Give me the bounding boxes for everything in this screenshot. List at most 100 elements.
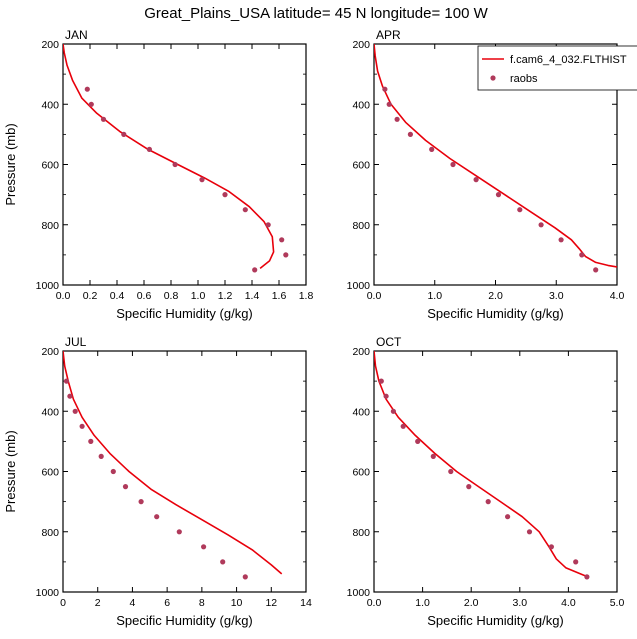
raobs-point — [495, 192, 502, 198]
x-tick-label: 1.6 — [272, 290, 287, 302]
x-tick-label: 2.0 — [464, 597, 479, 609]
x-tick-label: 1.4 — [245, 290, 260, 302]
raobs-point — [593, 267, 599, 273]
y-tick-label: 800 — [352, 220, 370, 232]
x-tick-label: 0.2 — [83, 290, 98, 302]
raobs-point — [383, 393, 389, 399]
raobs-point — [473, 177, 479, 183]
raobs-point — [517, 207, 523, 213]
x-tick-label: 0 — [60, 597, 66, 609]
raobs-point — [265, 222, 271, 228]
y-tick-label: 200 — [352, 39, 370, 51]
y-tick-label: 400 — [41, 99, 59, 111]
raobs-point — [466, 484, 472, 490]
raobs-point — [100, 116, 107, 122]
x-tick-label: 0.6 — [137, 290, 152, 302]
raobs-point — [242, 207, 248, 213]
model-profile-line — [374, 351, 589, 578]
x-tick-label: 4 — [130, 597, 136, 609]
y-tick-label: 800 — [41, 527, 59, 539]
model-profile-line — [63, 44, 275, 270]
y-tick-label: 200 — [41, 39, 59, 51]
raobs-point — [485, 499, 491, 505]
y-tick-label: 400 — [41, 406, 59, 418]
raobs-point — [121, 131, 127, 137]
raobs-point — [584, 574, 590, 580]
x-tick-label: 1.0 — [191, 290, 206, 302]
y-tick-label: 600 — [352, 160, 370, 172]
y-tick-label: 400 — [352, 99, 370, 111]
figure-title: Great_Plains_USA latitude= 45 N longitud… — [144, 5, 488, 22]
x-tick-label: 0.0 — [56, 290, 71, 302]
raobs-point — [448, 468, 454, 475]
plot-frame — [62, 43, 307, 286]
x-tick-label: 0.8 — [164, 290, 179, 302]
raobs-point — [154, 514, 160, 520]
x-tick-label: 2.0 — [488, 290, 503, 302]
legend-box — [477, 45, 637, 91]
raobs-point — [67, 393, 73, 399]
raobs-point — [429, 146, 435, 152]
x-axis-label: Specific Humidity (g/kg) — [427, 613, 564, 628]
x-axis-label: Specific Humidity (g/kg) — [116, 306, 253, 321]
x-tick-label: 8 — [199, 597, 205, 609]
y-axis-label: Pressure (mb) — [3, 430, 18, 512]
x-axis-label: Specific Humidity (g/kg) — [116, 613, 253, 628]
raobs-point — [138, 499, 144, 505]
raobs-point — [110, 468, 116, 475]
raobs-point — [172, 161, 178, 168]
raobs-point — [252, 267, 258, 273]
raobs-point — [415, 438, 421, 444]
y-tick-label: 1000 — [347, 587, 371, 599]
raobs-point — [199, 177, 205, 183]
x-tick-label: 1.8 — [299, 290, 314, 302]
raobs-point — [505, 514, 511, 520]
panel-label: JAN — [65, 28, 88, 42]
raobs-point — [122, 484, 129, 490]
raobs-point — [400, 423, 406, 429]
x-tick-label: 6 — [164, 597, 170, 609]
x-tick-label: 1.2 — [218, 290, 233, 302]
raobs-point — [176, 529, 182, 535]
y-tick-label: 600 — [41, 467, 59, 479]
raobs-point — [72, 408, 78, 414]
x-tick-label: 0.4 — [110, 290, 125, 302]
x-tick-label: 2 — [95, 597, 101, 609]
y-axis-label: Pressure (mb) — [3, 123, 18, 205]
raobs-point — [279, 237, 285, 243]
y-tick-label: 600 — [41, 160, 59, 172]
y-tick-label: 600 — [352, 467, 370, 479]
raobs-point — [538, 222, 544, 228]
raobs-point — [450, 161, 456, 168]
y-tick-label: 1000 — [36, 280, 60, 292]
raobs-point — [579, 252, 585, 258]
raobs-point — [378, 378, 384, 384]
raobs-point — [88, 438, 94, 444]
plot-frame — [373, 350, 618, 593]
x-tick-label: 0.0 — [367, 597, 382, 609]
y-tick-label: 800 — [41, 220, 59, 232]
x-tick-label: 4.0 — [561, 597, 576, 609]
raobs-point — [573, 559, 579, 565]
raobs-point — [98, 453, 104, 459]
raobs-point — [394, 116, 400, 122]
raobs-point — [390, 408, 396, 414]
y-tick-label: 400 — [352, 406, 370, 418]
panel-label: APR — [376, 28, 401, 42]
legend-point-swatch — [490, 75, 496, 81]
plot-frame — [62, 350, 307, 593]
raobs-point — [430, 453, 436, 459]
raobs-point — [79, 423, 85, 429]
model-profile-line — [63, 351, 283, 575]
y-tick-label: 200 — [352, 346, 370, 358]
raobs-point — [84, 86, 90, 92]
x-tick-label: 3.0 — [512, 597, 527, 609]
raobs-point — [407, 131, 413, 137]
